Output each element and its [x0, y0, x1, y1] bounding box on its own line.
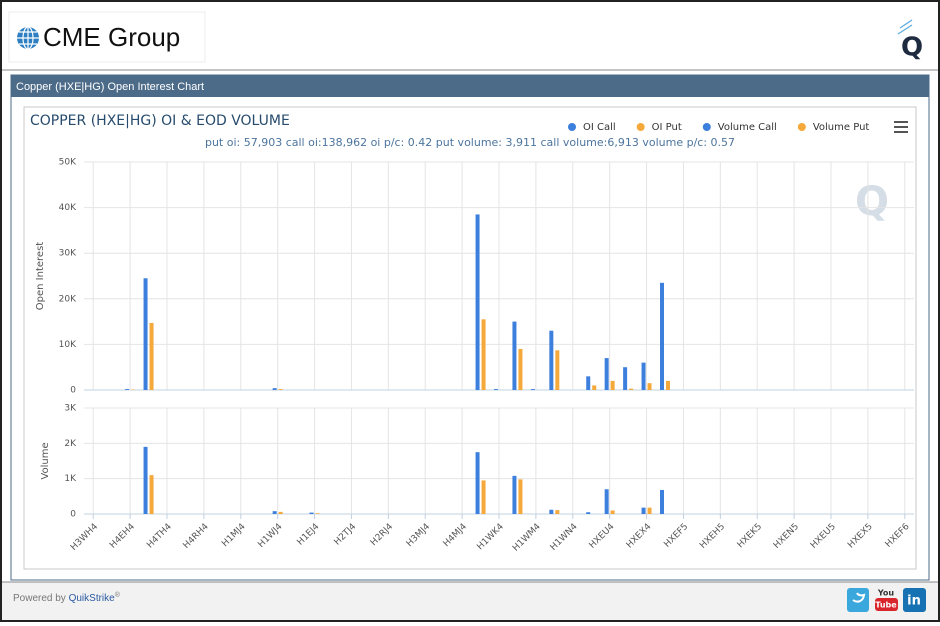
y-axis-title: Open Interest: [35, 242, 46, 311]
legend-marker: [637, 123, 645, 131]
y-tick-label: 10K: [59, 340, 77, 350]
y-tick-label: 40K: [59, 203, 77, 213]
bar: [310, 513, 314, 514]
bar: [494, 389, 498, 390]
bar: [605, 358, 609, 390]
legend-marker: [798, 123, 806, 131]
footer: [2, 582, 938, 620]
chart-box: [24, 107, 916, 569]
y-tick-label: 0: [70, 386, 76, 396]
bar: [476, 214, 480, 390]
bar: [549, 510, 553, 514]
y-tick-label: 3K: [64, 404, 77, 414]
y-axis-title: Volume: [40, 442, 51, 479]
bar: [666, 381, 670, 390]
bar: [125, 389, 129, 390]
y-tick-label: 50K: [59, 158, 77, 168]
bar: [279, 512, 283, 514]
bar: [623, 367, 627, 390]
legend-label: Volume Put: [813, 122, 870, 133]
legend-label: Volume Call: [718, 122, 777, 133]
y-tick-label: 0: [70, 510, 76, 520]
footer-text: Powered by QuikStrike®: [13, 591, 121, 604]
youtube-tube: Tube: [875, 601, 897, 610]
legend-marker: [703, 123, 711, 131]
bar: [611, 381, 615, 390]
bar: [316, 513, 320, 514]
bar: [642, 363, 646, 390]
bar: [592, 385, 596, 390]
bar: [482, 319, 486, 390]
logo-text: CME Group: [43, 22, 180, 52]
bar: [605, 489, 609, 514]
bar: [586, 512, 590, 514]
y-tick-label: 2K: [64, 439, 77, 449]
bar: [642, 508, 646, 514]
brand[interactable]: QuikStrike: [69, 593, 116, 604]
bar: [150, 323, 154, 390]
bar: [518, 479, 522, 514]
bar: [629, 389, 633, 390]
bar: [273, 511, 277, 514]
bar: [273, 388, 277, 390]
legend-label: OI Put: [652, 122, 682, 133]
panel-title: Copper (HXE|HG) Open Interest Chart: [16, 81, 204, 93]
bar: [279, 389, 283, 390]
bar: [586, 376, 590, 390]
linkedin-text: in: [907, 594, 921, 609]
badge: Q: [901, 33, 923, 63]
bar: [555, 350, 559, 390]
bar: [549, 331, 553, 390]
youtube-you: You: [877, 589, 895, 598]
bar: [555, 510, 559, 514]
bar: [482, 480, 486, 514]
bar: [150, 475, 154, 514]
twitter-icon[interactable]: [847, 588, 869, 612]
y-tick-label: 20K: [59, 294, 77, 304]
brand-mark: ®: [115, 591, 121, 599]
bar: [611, 510, 615, 514]
watermark: Q: [855, 179, 889, 225]
legend-marker: [568, 123, 576, 131]
bar: [512, 476, 516, 514]
y-tick-label: 1K: [64, 474, 77, 484]
bar: [648, 508, 652, 514]
bar: [144, 447, 148, 514]
bar: [476, 452, 480, 514]
powered-by: Powered by: [13, 593, 66, 604]
bar: [531, 389, 535, 390]
bar: [144, 278, 148, 390]
bar: [512, 322, 516, 390]
y-tick-label: 30K: [59, 249, 77, 259]
bar: [660, 283, 664, 390]
bar: [660, 490, 664, 514]
bar: [518, 349, 522, 390]
globe-icon: [17, 27, 39, 49]
chart-title: COPPER (HXE|HG) OI & EOD VOLUME: [30, 113, 290, 129]
bar: [648, 383, 652, 390]
chart-subtitle: put oi: 57,903 call oi:138,962 oi p/c: 0…: [205, 136, 735, 149]
legend-label: OI Call: [583, 122, 616, 133]
